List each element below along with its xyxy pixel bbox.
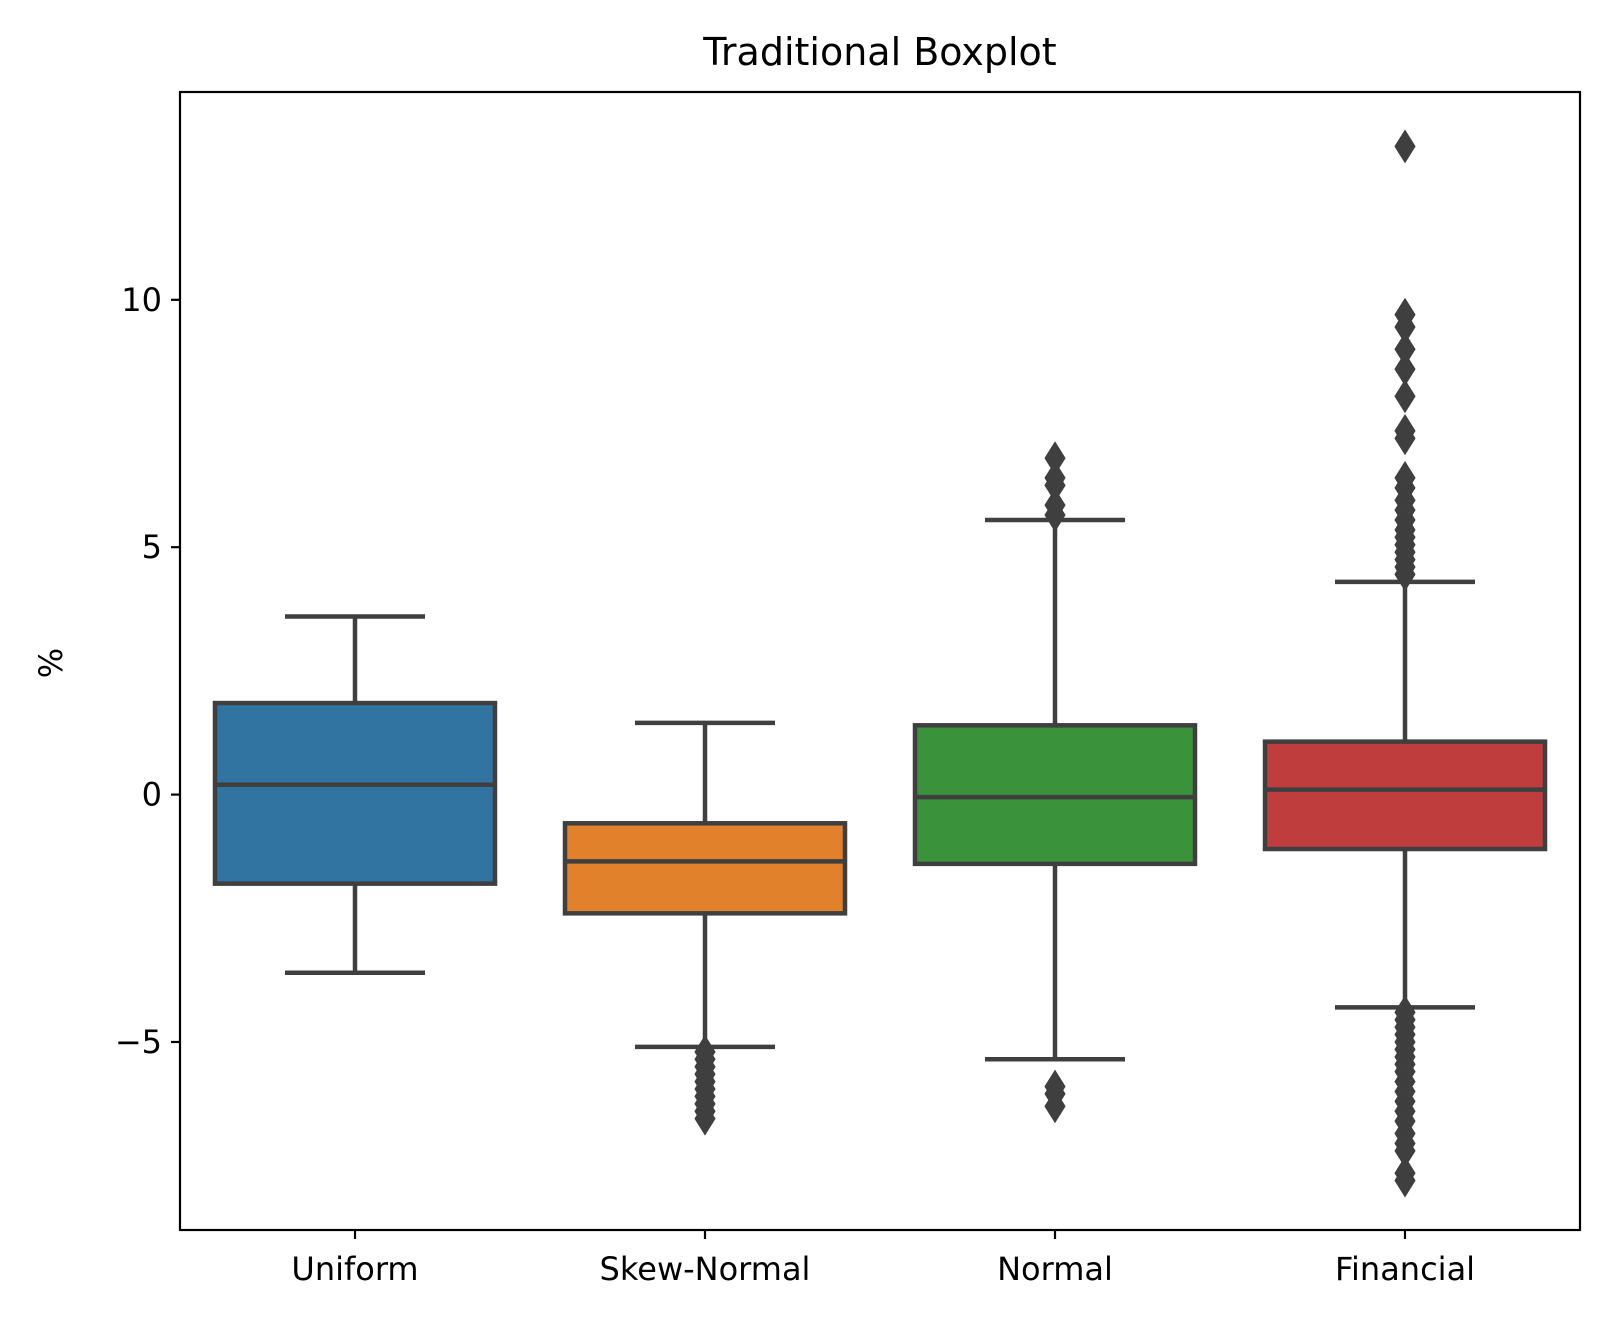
box-group-uniform (212, 614, 498, 975)
y-tick-label: −5 (115, 1023, 162, 1061)
iqr-box (212, 700, 498, 886)
outlier-point (1044, 1089, 1066, 1124)
chart-title: Traditional Boxplot (702, 30, 1056, 74)
outlier-point (1394, 460, 1416, 495)
iqr-box (912, 723, 1198, 867)
y-axis-label: % (32, 648, 70, 678)
box-group-financial (1262, 129, 1548, 1198)
y-tick-label: 10 (121, 281, 162, 319)
outlier-point (1394, 332, 1416, 367)
iqr-box (562, 821, 848, 916)
plot-area (212, 129, 1548, 1198)
axes-frame (178, 90, 1582, 1232)
outlier-point (1394, 1163, 1416, 1198)
outlier-point (1044, 460, 1066, 495)
outlier-point (1394, 413, 1416, 448)
box-group-skew-normal (562, 720, 848, 1136)
x-axis: Uniform Skew-Normal Normal Financial (291, 1230, 1475, 1288)
outlier-point (1394, 379, 1416, 414)
x-tick-label: Normal (997, 1250, 1113, 1288)
outlier-point (1394, 297, 1416, 332)
x-tick-label: Financial (1335, 1250, 1475, 1288)
outlier-point (1044, 488, 1066, 523)
outlier-point (694, 1101, 716, 1136)
outlier-point (1394, 352, 1416, 387)
outlier-point (1394, 129, 1416, 164)
x-tick-label: Uniform (291, 1250, 418, 1288)
outlier-point (1044, 441, 1066, 476)
y-axis: −5 0 5 10 (115, 281, 180, 1061)
y-tick-label: 5 (142, 528, 162, 566)
iqr-box (1262, 739, 1548, 852)
x-tick-label: Skew-Normal (600, 1250, 811, 1288)
box-group-normal (912, 441, 1198, 1124)
y-tick-label: 0 (142, 776, 162, 814)
